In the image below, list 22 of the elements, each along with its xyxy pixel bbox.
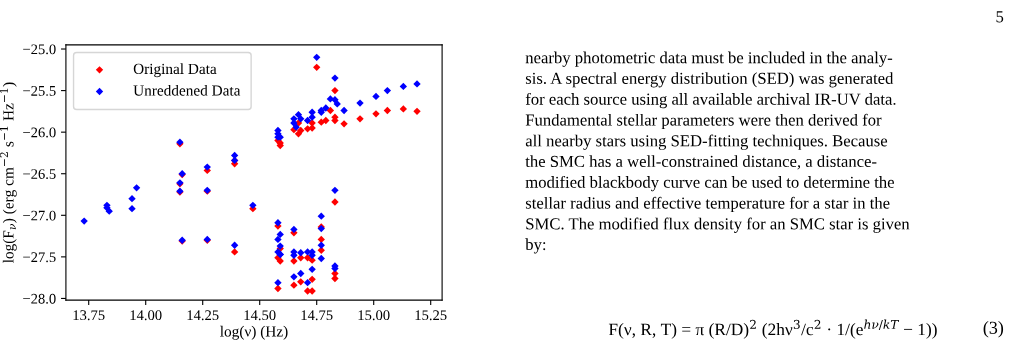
text: (3) — [983, 321, 1004, 338]
legend-label: Original Data — [133, 63, 217, 78]
x-tick-label: 14.00 — [130, 310, 162, 321]
y-tick-label: −27.0 — [23, 210, 56, 221]
x-tick-label: 13.75 — [73, 310, 105, 321]
y-tick-label: −26.0 — [23, 127, 56, 138]
text: F(ν, R, T) = π (R/D)$^{2}$ (2hν$^{3}$/c$^{2}$ · 1/(e$^{hν/kT}$ − 1)) — [608, 319, 937, 339]
x-tick-label: 15.00 — [358, 310, 390, 321]
x-tick-label: 15.25 — [415, 310, 447, 321]
y-tick-label: −28.0 — [23, 293, 56, 304]
x-tick-label: 14.75 — [301, 310, 333, 321]
text: 5 — [996, 11, 1004, 23]
text: log(F$_{ν}$) (erg cm$^{−2}$ s$^{−1}$ Hz$^{−1}$) — [0, 82, 17, 263]
text: nearby photometric data must be included in the analy- sis. A spectral energy distribution (SED) was generated for each source using all available archival IR-UV data. Fundamental stellar parameters were then derived for all nearby stars using SED-fitting techniques. Because the SMC has a well-constrained distance, a distance- modified blackbody curve can be used to determine the stellar radius and effective temperature for a star in the SMC. The modified flux density for an SMC star is given by: — [525, 51, 910, 254]
x-axis-title: log(ν) (Hz) — [220, 325, 288, 340]
y-tick-label: −25.5 — [23, 85, 56, 96]
x-tick-label: 14.50 — [244, 310, 276, 321]
y-tick-label: −25.0 — [23, 44, 56, 55]
y-tick-label: −26.5 — [23, 169, 56, 179]
legend-label: Unreddened Data — [133, 84, 241, 96]
x-tick-label: 14.25 — [187, 310, 219, 321]
y-tick-label: −27.5 — [23, 252, 56, 263]
